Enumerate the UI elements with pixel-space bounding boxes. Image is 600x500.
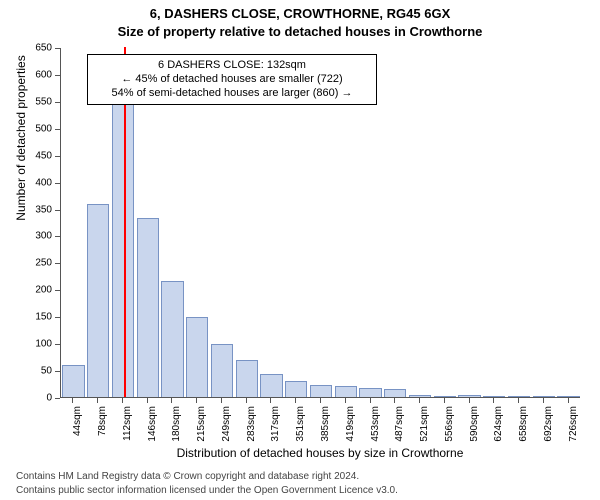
x-tick-mark xyxy=(394,398,395,403)
x-tick-mark xyxy=(295,398,296,403)
x-tick-label: 112sqm xyxy=(122,406,133,446)
y-tick-label: 100 xyxy=(0,339,52,350)
histogram-bar xyxy=(161,281,183,397)
histogram-bar xyxy=(137,218,159,397)
histogram-bar xyxy=(186,317,208,397)
x-tick-mark xyxy=(469,398,470,403)
x-tick-mark xyxy=(270,398,271,403)
annotation-line2: ← 45% of detached houses are smaller (72… xyxy=(96,73,368,87)
y-tick-label: 550 xyxy=(0,96,52,107)
x-tick-label: 283sqm xyxy=(246,406,257,446)
y-tick-label: 350 xyxy=(0,204,52,215)
x-tick-label: 385sqm xyxy=(320,406,331,446)
y-tick-label: 250 xyxy=(0,258,52,269)
x-tick-mark xyxy=(122,398,123,403)
x-tick-label: 44sqm xyxy=(72,406,83,446)
histogram-bar xyxy=(211,344,233,397)
x-tick-label: 726sqm xyxy=(568,406,579,446)
histogram-bar xyxy=(384,389,406,397)
y-tick-label: 150 xyxy=(0,312,52,323)
histogram-bar xyxy=(236,360,258,397)
histogram-bar xyxy=(508,396,530,397)
x-tick-mark xyxy=(246,398,247,403)
x-tick-label: 215sqm xyxy=(196,406,207,446)
x-tick-mark xyxy=(147,398,148,403)
x-tick-mark xyxy=(196,398,197,403)
x-tick-mark xyxy=(568,398,569,403)
histogram-bar xyxy=(557,396,579,397)
histogram-bar xyxy=(62,365,84,397)
y-tick-label: 400 xyxy=(0,177,52,188)
annotation-line1: 6 DASHERS CLOSE: 132sqm xyxy=(96,59,368,73)
y-tick-label: 50 xyxy=(0,366,52,377)
x-tick-mark xyxy=(72,398,73,403)
histogram-bar xyxy=(483,396,505,397)
x-tick-label: 351sqm xyxy=(295,406,306,446)
x-tick-label: 419sqm xyxy=(345,406,356,446)
y-tick-label: 0 xyxy=(0,393,52,404)
footer-line1: Contains HM Land Registry data © Crown c… xyxy=(16,471,359,482)
y-tick-label: 450 xyxy=(0,150,52,161)
x-tick-label: 658sqm xyxy=(518,406,529,446)
x-tick-mark xyxy=(370,398,371,403)
chart-title-subtitle: Size of property relative to detached ho… xyxy=(0,24,600,39)
y-tick-label: 600 xyxy=(0,69,52,80)
x-tick-mark xyxy=(543,398,544,403)
plot-area: 6 DASHERS CLOSE: 132sqm ← 45% of detache… xyxy=(60,48,580,398)
x-tick-label: 624sqm xyxy=(493,406,504,446)
histogram-bar xyxy=(434,396,456,397)
y-tick-mark xyxy=(55,398,60,399)
x-tick-label: 146sqm xyxy=(147,406,158,446)
x-tick-label: 590sqm xyxy=(469,406,480,446)
chart-container: 6, DASHERS CLOSE, CROWTHORNE, RG45 6GX S… xyxy=(0,0,600,500)
histogram-bar xyxy=(458,395,480,397)
y-tick-label: 500 xyxy=(0,123,52,134)
x-tick-mark xyxy=(171,398,172,403)
x-tick-mark xyxy=(419,398,420,403)
histogram-bar xyxy=(310,385,332,397)
x-tick-label: 487sqm xyxy=(394,406,405,446)
x-tick-label: 521sqm xyxy=(419,406,430,446)
x-tick-label: 453sqm xyxy=(370,406,381,446)
x-tick-label: 249sqm xyxy=(221,406,232,446)
x-tick-mark xyxy=(518,398,519,403)
footer-line2: Contains public sector information licen… xyxy=(16,485,398,496)
annotation-box: 6 DASHERS CLOSE: 132sqm ← 45% of detache… xyxy=(87,54,377,105)
histogram-bar xyxy=(260,374,282,397)
histogram-bar xyxy=(533,396,555,397)
x-tick-mark xyxy=(221,398,222,403)
x-tick-mark xyxy=(320,398,321,403)
histogram-bar xyxy=(87,204,109,397)
histogram-bar xyxy=(285,381,307,397)
x-tick-label: 317sqm xyxy=(270,406,281,446)
x-axis-label: Distribution of detached houses by size … xyxy=(60,446,580,460)
histogram-bar xyxy=(409,395,431,397)
x-tick-mark xyxy=(345,398,346,403)
x-tick-mark xyxy=(97,398,98,403)
y-tick-label: 200 xyxy=(0,285,52,296)
y-tick-label: 650 xyxy=(0,43,52,54)
chart-title-address: 6, DASHERS CLOSE, CROWTHORNE, RG45 6GX xyxy=(0,6,600,21)
x-tick-mark xyxy=(493,398,494,403)
x-tick-label: 692sqm xyxy=(543,406,554,446)
histogram-bar xyxy=(359,388,381,397)
annotation-line3: 54% of semi-detached houses are larger (… xyxy=(96,87,368,101)
histogram-bar xyxy=(112,98,134,397)
histogram-bar xyxy=(335,386,357,397)
x-tick-mark xyxy=(444,398,445,403)
y-tick-label: 300 xyxy=(0,231,52,242)
x-tick-label: 180sqm xyxy=(171,406,182,446)
x-tick-label: 78sqm xyxy=(97,406,108,446)
x-tick-label: 556sqm xyxy=(444,406,455,446)
